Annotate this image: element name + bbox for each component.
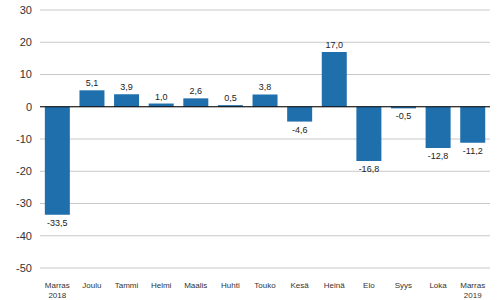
svg-text:Joulu: Joulu xyxy=(82,281,101,290)
svg-text:Syys: Syys xyxy=(395,281,412,290)
svg-text:3,8: 3,8 xyxy=(259,82,272,92)
svg-text:5,1: 5,1 xyxy=(86,78,99,88)
svg-text:17,0: 17,0 xyxy=(326,40,344,50)
svg-text:Loka: Loka xyxy=(429,281,447,290)
svg-text:-12,8: -12,8 xyxy=(428,151,449,161)
svg-text:-11,2: -11,2 xyxy=(463,146,483,156)
svg-text:Maalis: Maalis xyxy=(184,281,207,290)
svg-text:Huhti: Huhti xyxy=(221,281,240,290)
svg-text:Heinä: Heinä xyxy=(324,281,345,290)
svg-text:-30: -30 xyxy=(16,197,32,209)
svg-text:-10: -10 xyxy=(16,133,32,145)
svg-text:Touko: Touko xyxy=(254,281,276,290)
svg-text:20: 20 xyxy=(20,36,32,48)
svg-text:-33,5: -33,5 xyxy=(47,218,68,228)
svg-text:30: 30 xyxy=(20,4,32,16)
svg-text:Marras2018: Marras2018 xyxy=(45,281,70,300)
svg-text:2,6: 2,6 xyxy=(190,86,203,96)
svg-text:-20: -20 xyxy=(16,165,32,177)
svg-text:1,0: 1,0 xyxy=(155,92,168,102)
svg-text:-50: -50 xyxy=(16,262,32,274)
svg-text:3,9: 3,9 xyxy=(120,82,133,92)
svg-text:0: 0 xyxy=(26,101,32,113)
svg-text:-16,8: -16,8 xyxy=(359,164,380,174)
svg-text:Marras2019: Marras2019 xyxy=(460,281,485,300)
svg-text:Helmi: Helmi xyxy=(151,281,172,290)
svg-text:Tammi: Tammi xyxy=(115,281,139,290)
svg-text:-40: -40 xyxy=(16,230,32,242)
svg-text:Elo: Elo xyxy=(363,281,375,290)
svg-text:0,5: 0,5 xyxy=(224,93,237,103)
svg-text:-4,6: -4,6 xyxy=(292,125,308,135)
svg-text:-0,5: -0,5 xyxy=(396,111,412,121)
svg-text:10: 10 xyxy=(20,68,32,80)
svg-text:Kesä: Kesä xyxy=(290,281,309,290)
